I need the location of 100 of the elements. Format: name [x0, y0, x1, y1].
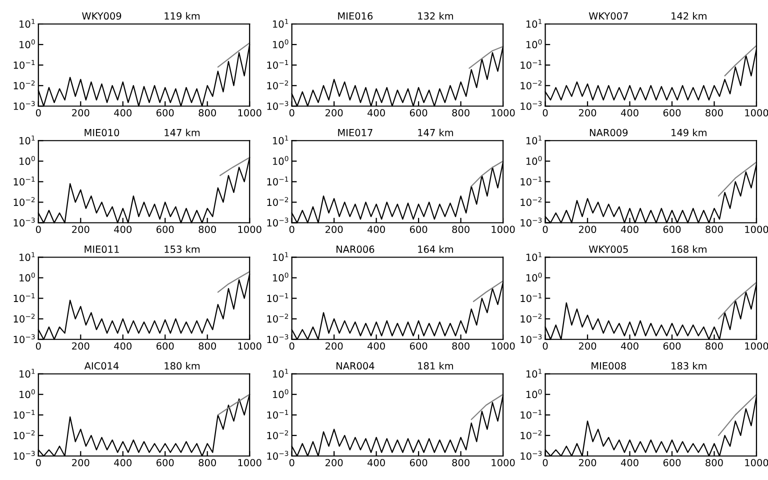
- chart-title: NAR006: [336, 246, 374, 253]
- x-tick-label: 400: [620, 342, 638, 350]
- chart-subtitle: 180 km: [164, 362, 200, 370]
- x-tick-label: 1000: [492, 458, 515, 466]
- x-tick-label: 800: [706, 109, 723, 116]
- y-tick-label: 10$^{1}$: [20, 136, 35, 144]
- y-tick-label: 10$^{−1}$: [520, 176, 542, 186]
- y-tick-label: 10$^{−2}$: [520, 430, 542, 440]
- y-tick-label: 10$^{0}$: [273, 39, 288, 48]
- chart-subtitle: 183 km: [672, 362, 706, 370]
- x-tick-label: 800: [198, 342, 216, 350]
- x-tick-label: 200: [326, 226, 343, 234]
- chart-title: AIC014: [84, 362, 119, 370]
- y-tick-label: 10$^{−3}$: [520, 100, 542, 110]
- y-tick-label: 10$^{1}$: [273, 252, 288, 262]
- chart-title: MIE017: [338, 128, 372, 136]
- chart-title: MIE011: [84, 246, 119, 253]
- line-series: [724, 44, 758, 76]
- y-tick-label: 10$^{−2}$: [520, 314, 542, 323]
- x-tick-label: 400: [368, 342, 385, 350]
- chart-subtitle: 132 km: [418, 12, 454, 20]
- x-tick-label: 200: [578, 109, 596, 116]
- y-tick-label: 10$^{−1}$: [267, 176, 288, 186]
- x-tick-label: 400: [368, 226, 385, 234]
- x-tick-label: 200: [578, 458, 596, 466]
- y-tick-label: 10$^{−1}$: [520, 293, 542, 302]
- x-tick-label: 600: [410, 109, 428, 116]
- y-tick-label: 10$^{−3}$: [267, 218, 288, 227]
- x-tick-label: 400: [620, 226, 638, 234]
- y-tick-label: 10$^{−3}$: [520, 218, 542, 227]
- y-tick-label: 10$^{−3}$: [14, 218, 35, 227]
- y-tick-label: 10$^{−1}$: [267, 293, 288, 302]
- x-tick-label: 0: [542, 458, 548, 466]
- x-tick-label: 400: [620, 109, 638, 116]
- y-tick-label: 10$^{−1}$: [520, 410, 542, 419]
- y-tick-label: 10$^{−2}$: [267, 197, 288, 206]
- x-tick-label: 600: [156, 226, 174, 234]
- y-tick-label: 10$^{−3}$: [267, 100, 288, 110]
- x-tick-label: 0: [289, 226, 294, 234]
- y-tick-label: 10$^{−3}$: [267, 334, 288, 344]
- x-tick-label: 1000: [238, 109, 262, 116]
- y-tick-label: 10$^{−3}$: [520, 334, 542, 344]
- x-tick-label: 800: [198, 458, 216, 466]
- chart-subtitle: 147 km: [164, 128, 200, 136]
- x-tick-label: 0: [36, 226, 41, 234]
- y-tick-label: 10$^{−2}$: [14, 314, 35, 323]
- x-tick-label: 1000: [492, 226, 515, 234]
- y-tick-label: 10$^{−2}$: [267, 314, 288, 323]
- x-tick-label: 1000: [745, 226, 768, 234]
- chart-subtitle: 164 km: [418, 245, 454, 253]
- x-tick-label: 800: [706, 226, 723, 234]
- x-tick-label: 800: [706, 458, 723, 466]
- x-tick-label: 0: [289, 458, 294, 466]
- y-tick-label: 10$^{−1}$: [267, 410, 288, 419]
- x-tick-label: 1000: [238, 342, 262, 350]
- chart-subtitle: 149 km: [672, 128, 706, 136]
- x-tick-label: 400: [368, 109, 385, 116]
- x-tick-label: 200: [72, 342, 90, 350]
- x-tick-label: 1000: [492, 109, 515, 116]
- line-series: [217, 271, 250, 293]
- y-tick-label: 10$^{1}$: [273, 368, 288, 378]
- chart-subtitle: 142 km: [672, 12, 706, 20]
- y-tick-label: 10$^{1}$: [526, 368, 542, 378]
- chart-subtitle: 147 km: [418, 128, 454, 136]
- y-tick-label: 10$^{1}$: [526, 136, 542, 144]
- x-tick-label: 200: [326, 342, 343, 350]
- x-tick-label: 1000: [492, 342, 515, 350]
- x-tick-label: 0: [289, 109, 294, 116]
- chart-subtitle: 153 km: [164, 245, 200, 253]
- chart-title: MIE016: [338, 12, 373, 20]
- y-tick-label: 10$^{1}$: [273, 136, 288, 144]
- y-tick-label: 10$^{0}$: [20, 156, 35, 165]
- y-tick-label: 10$^{−2}$: [267, 80, 288, 90]
- y-tick-label: 10$^{0}$: [20, 39, 35, 48]
- x-tick-label: 600: [156, 342, 174, 350]
- chart-title: MIE010: [84, 128, 120, 136]
- x-tick-label: 400: [114, 109, 132, 116]
- x-tick-label: 200: [72, 109, 90, 116]
- chart-title: NAR009: [590, 128, 628, 136]
- x-tick-label: 800: [452, 342, 470, 350]
- chart-subtitle: 119 km: [164, 12, 200, 20]
- chart-subtitle: 181 km: [418, 362, 454, 370]
- x-tick-label: 800: [452, 458, 470, 466]
- chart-subtitle: 168 km: [672, 245, 706, 253]
- y-tick-label: 10$^{1}$: [20, 368, 35, 378]
- y-tick-label: 10$^{−1}$: [520, 60, 542, 69]
- x-tick-label: 1000: [745, 458, 768, 466]
- x-tick-label: 0: [542, 109, 548, 116]
- y-tick-label: 10$^{0}$: [273, 156, 288, 165]
- y-tick-label: 10$^{1}$: [526, 18, 542, 28]
- x-tick-label: 800: [198, 226, 216, 234]
- x-tick-label: 600: [156, 109, 174, 116]
- chart-title: NAR004: [336, 362, 374, 370]
- y-tick-label: 10$^{0}$: [526, 156, 542, 165]
- x-tick-label: 400: [114, 458, 132, 466]
- y-tick-label: 10$^{1}$: [526, 252, 542, 262]
- y-tick-label: 10$^{−1}$: [14, 176, 35, 186]
- x-tick-label: 600: [410, 226, 428, 234]
- x-tick-label: 400: [620, 458, 638, 466]
- chart-title: MIE008: [592, 362, 626, 370]
